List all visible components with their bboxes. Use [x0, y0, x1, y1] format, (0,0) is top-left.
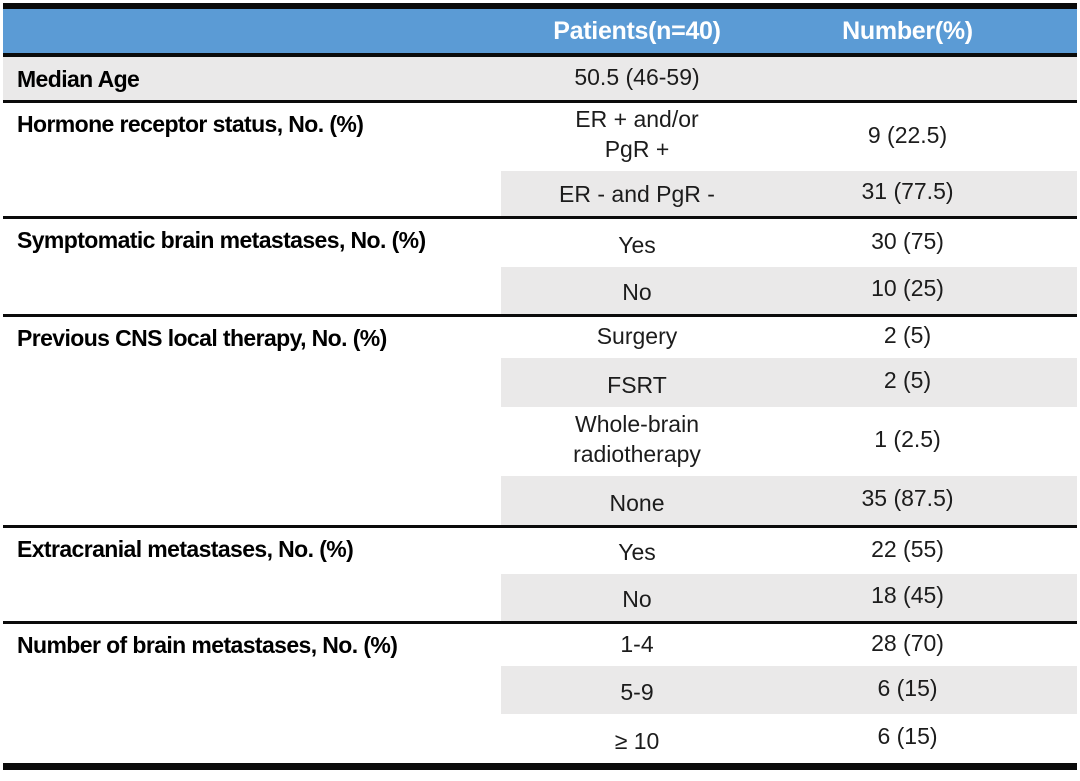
value-cell: 6 (15) [877, 674, 938, 701]
value-cell: 28 (70) [871, 629, 944, 656]
value-cell: 2 (5) [883, 322, 932, 348]
category-cell: FSRT [607, 372, 667, 399]
row-label: Median Age [17, 66, 140, 92]
table-row: ER - and PgR - 31 (77.5) [501, 171, 1077, 216]
table-row: No 18 (45) [501, 574, 1077, 621]
category-cell: No [622, 586, 652, 613]
row-label: Symptomatic brain metastases, No. (%) [17, 227, 426, 253]
category-cell: ≥ 10 [614, 728, 660, 755]
row-label: Hormone receptor status, No. (%) [17, 111, 364, 137]
section-rule [3, 621, 1077, 624]
value-cell: 22 (55) [871, 535, 944, 562]
section-rule [3, 314, 1077, 317]
table-row: ≥ 10 6 (15) [501, 714, 1077, 763]
table-row: 50.5 (46-59) [501, 57, 1077, 100]
header-cell-patients: Patients(n=40) [553, 16, 721, 45]
value-cell: 6 (15) [877, 723, 938, 749]
table-row: 5-9 6 (15) [501, 666, 1077, 714]
category-cell: ER + and/or PgR + [575, 106, 699, 163]
section-previous-cns-therapy: Previous CNS local therapy, No. (%) Surg… [3, 317, 1077, 525]
section-rule [3, 216, 1077, 219]
value-cell: 31 (77.5) [861, 178, 954, 204]
row-label: Previous CNS local therapy, No. (%) [17, 325, 387, 351]
category-cell: Surgery [596, 323, 678, 350]
header-cell-number: Number(%) [842, 16, 973, 45]
section-number-brain-metastases: Number of brain metastases, No. (%) 1-4 … [3, 624, 1077, 763]
table-row: 1-4 28 (70) [501, 624, 1077, 666]
row-label: Extracranial metastases, No. (%) [17, 536, 354, 562]
value-cell: 35 (87.5) [861, 485, 954, 511]
table-row: ER + and/or PgR + 9 (22.5) [501, 103, 1077, 171]
patient-characteristics-table: Patients(n=40) Number(%) Median Age 50.5… [3, 3, 1077, 770]
category-cell: 1-4 [620, 631, 654, 658]
table-row: None 35 (87.5) [501, 476, 1077, 525]
category-cell: Yes [618, 232, 656, 259]
section-rule [3, 100, 1077, 103]
value-cell: 9 (22.5) [867, 121, 948, 148]
row-label: Number of brain metastases, No. (%) [17, 632, 398, 658]
section-median-age: Median Age 50.5 (46-59) [3, 57, 1077, 100]
section-extracranial-metastases: Extracranial metastases, No. (%) Yes 22 … [3, 528, 1077, 621]
category-cell: ER - and PgR - [559, 181, 715, 208]
table-row: Yes 30 (75) [501, 219, 1077, 267]
value-cell: 18 (45) [871, 582, 944, 608]
header-bottom-rule [3, 53, 1077, 57]
section-symptomatic-brain-metastases: Symptomatic brain metastases, No. (%) Ye… [3, 219, 1077, 314]
table-row: Whole-brain radiotherapy 1 (2.5) [501, 407, 1077, 476]
value-cell: 30 (75) [871, 227, 944, 254]
section-hormone-receptor: Hormone receptor status, No. (%) ER + an… [3, 103, 1077, 216]
table-row: FSRT 2 (5) [501, 358, 1077, 407]
table-top-border [3, 3, 1077, 9]
table-row: Surgery 2 (5) [501, 317, 1077, 358]
value-cell [773, 57, 1077, 100]
category-cell: None [609, 490, 665, 517]
category-cell: No [622, 279, 652, 306]
value-cell: 2 (5) [883, 367, 932, 393]
table-header-row: Patients(n=40) Number(%) [3, 9, 1077, 53]
value-cell: 1 (2.5) [874, 426, 941, 452]
table-row: No 10 (25) [501, 267, 1077, 314]
table-row: Yes 22 (55) [501, 528, 1077, 574]
category-cell: 50.5 (46-59) [574, 63, 700, 90]
section-rule [3, 525, 1077, 528]
category-cell: Whole-brain radiotherapy [573, 411, 701, 468]
category-cell: Yes [618, 539, 656, 566]
value-cell: 10 (25) [871, 275, 944, 301]
category-cell: 5-9 [620, 679, 654, 706]
table-bottom-border [3, 763, 1077, 770]
